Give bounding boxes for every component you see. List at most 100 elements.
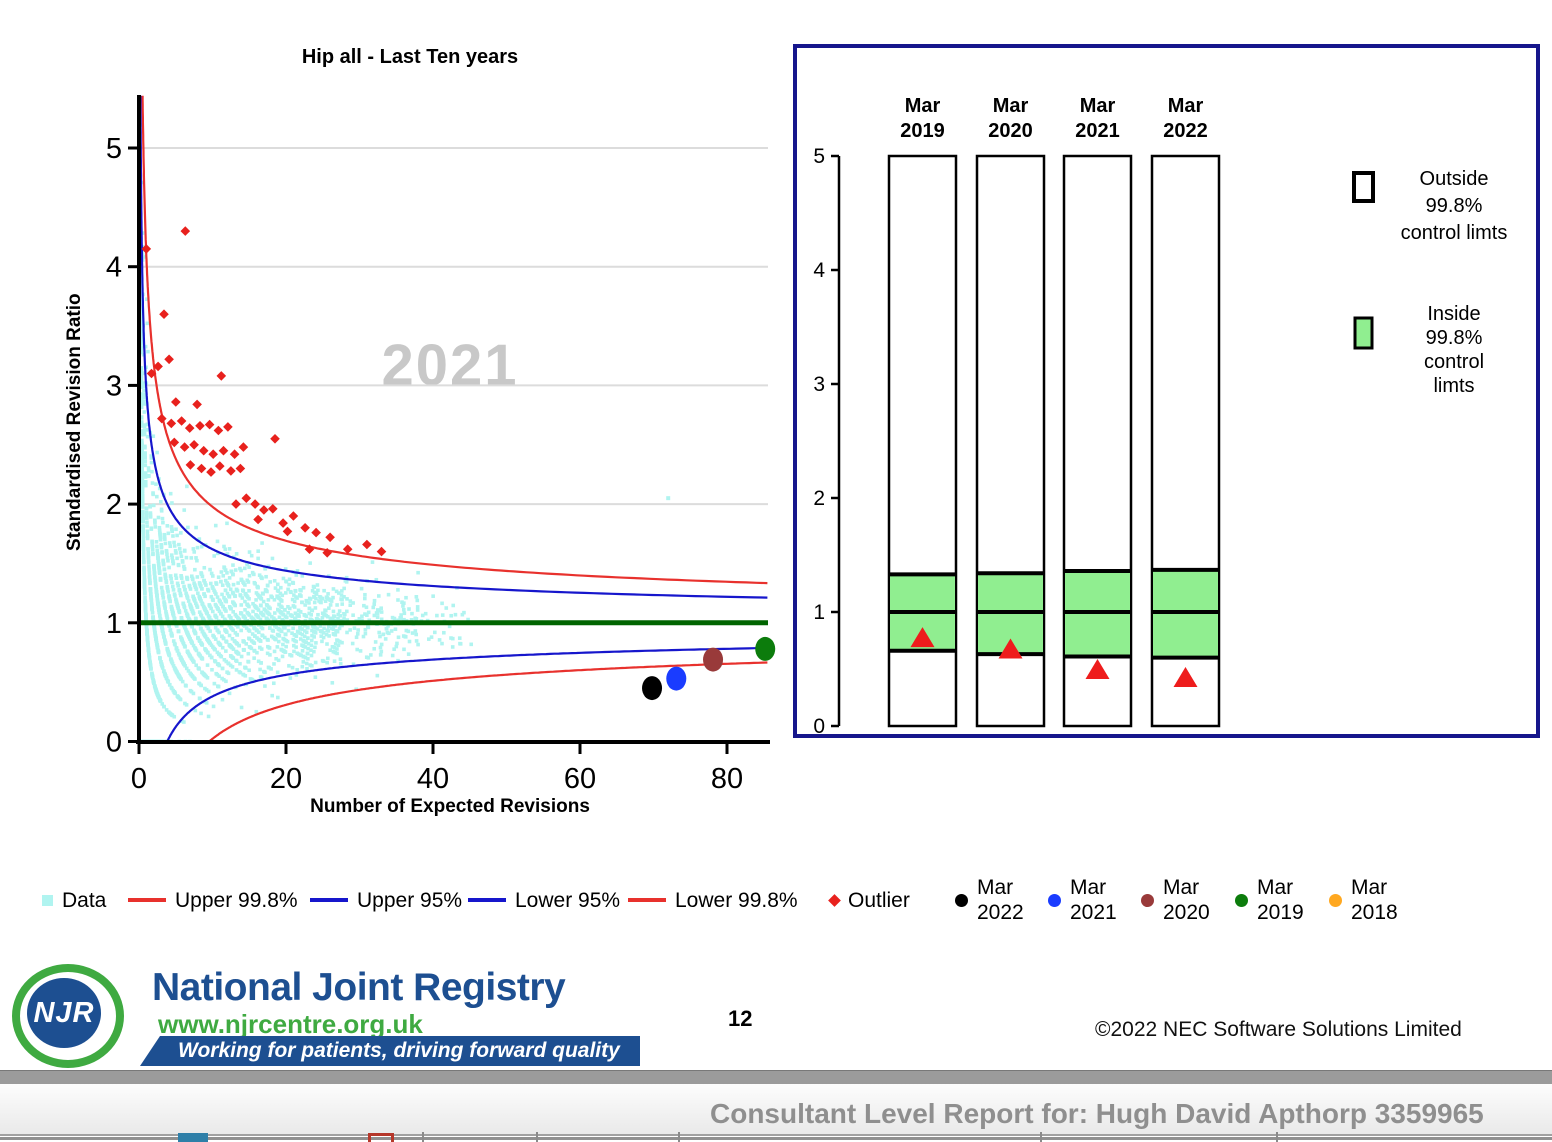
year-point-mar-2020 bbox=[703, 647, 724, 672]
legend-item-mar2022: Mar 2022 bbox=[955, 872, 1024, 928]
page-number: 12 bbox=[728, 1006, 753, 1031]
dot-swatch bbox=[955, 893, 968, 907]
njr-logo-title: National Joint Registry bbox=[152, 966, 566, 1009]
curve-upper95 bbox=[139, 95, 768, 599]
axes: 0 1 2 3 4 5 0 20 40 60 80 bbox=[106, 95, 770, 795]
svg-text:Inside: Inside bbox=[1427, 303, 1480, 325]
legend-item-upper95: Upper 95% bbox=[310, 872, 462, 928]
cutoff-tick bbox=[422, 1132, 424, 1142]
njr-logo-circle: NJR bbox=[27, 978, 101, 1048]
legend-label: Upper 95% bbox=[357, 888, 463, 912]
cutoff-tick bbox=[678, 1132, 680, 1142]
svg-text:3: 3 bbox=[106, 370, 122, 402]
legend-item-upper998: Upper 99.8% bbox=[128, 872, 298, 928]
year-point-mar-2022 bbox=[642, 676, 663, 701]
svg-text:80: 80 bbox=[711, 763, 743, 795]
svg-text:2019: 2019 bbox=[900, 120, 945, 142]
cutoff-tick bbox=[536, 1132, 538, 1142]
legend-label: Upper 99.8% bbox=[175, 888, 298, 912]
legend-label: Data bbox=[62, 888, 107, 912]
svg-text:2022: 2022 bbox=[1163, 120, 1208, 142]
njr-logo-banner: Working for patients, driving forward qu… bbox=[140, 1036, 640, 1066]
footer-separator-bar bbox=[0, 1070, 1552, 1084]
legend-label: Mar 2018 bbox=[1351, 876, 1398, 924]
legend-label: Mar 2022 bbox=[977, 876, 1024, 924]
cutoff-red-stub bbox=[368, 1133, 394, 1142]
svg-text:2020: 2020 bbox=[988, 120, 1033, 142]
svg-text:0: 0 bbox=[131, 763, 147, 795]
svg-text:20: 20 bbox=[270, 763, 302, 795]
dot-swatch bbox=[1235, 893, 1248, 907]
cutoff-blue-stub bbox=[178, 1133, 208, 1142]
svg-text:control limts: control limts bbox=[1401, 222, 1508, 244]
consultant-marker bbox=[998, 638, 1023, 659]
control-bar-mar-2022: Mar 2022 bbox=[1150, 95, 1221, 728]
data-point bbox=[666, 496, 671, 501]
njr-logo-url: www.njrcentre.org.uk bbox=[158, 1009, 423, 1039]
svg-text:3: 3 bbox=[813, 373, 825, 396]
legend-label: Mar 2021 bbox=[1070, 876, 1117, 924]
svg-text:1: 1 bbox=[106, 608, 122, 640]
svg-text:Mar: Mar bbox=[1168, 95, 1204, 117]
copyright-text: ©2022 NEC Software Solutions Limited bbox=[1095, 1018, 1462, 1041]
chart-legend: Data Upper 99.8% Upper 95% Lower 95% Lower 9… bbox=[0, 872, 1552, 930]
curve-upper998 bbox=[141, 95, 768, 585]
line-swatch bbox=[128, 898, 166, 902]
bars-axis: 0 1 2 3 4 5 bbox=[813, 145, 841, 738]
svg-text:60: 60 bbox=[564, 763, 596, 795]
control-bar-mar-2021: Mar 2021 bbox=[1062, 95, 1133, 728]
consultant-marker bbox=[910, 627, 935, 648]
svg-text:0: 0 bbox=[813, 715, 825, 734]
legend-item-mar2020: Mar 2020 bbox=[1141, 872, 1210, 928]
legend-label: Mar 2020 bbox=[1163, 876, 1210, 924]
svg-text:2: 2 bbox=[106, 489, 122, 521]
control-limit-curves bbox=[139, 95, 768, 743]
funnel-chart-title: Hip all - Last Ten years bbox=[301, 46, 519, 68]
line-swatch bbox=[628, 898, 666, 902]
line-swatch bbox=[310, 898, 348, 902]
line-swatch bbox=[468, 898, 506, 902]
control-bar-mar-2020: Mar 2020 bbox=[975, 95, 1046, 728]
cutoff-tick bbox=[1276, 1132, 1278, 1142]
watermark-year: 2021 bbox=[381, 333, 519, 398]
svg-text:4: 4 bbox=[813, 259, 825, 282]
njr-logo-acronym: NJR bbox=[33, 996, 95, 1029]
legend-label: Outlier bbox=[848, 888, 910, 912]
svg-text:99.8%: 99.8% bbox=[1426, 327, 1483, 349]
dot-swatch bbox=[1141, 893, 1154, 907]
svg-text:1: 1 bbox=[813, 601, 825, 624]
dot-swatch bbox=[1048, 893, 1061, 907]
svg-text:Mar: Mar bbox=[905, 95, 941, 117]
curve-lower95 bbox=[166, 646, 768, 742]
svg-text:40: 40 bbox=[417, 763, 449, 795]
njr-logo: NJR bbox=[12, 964, 124, 1068]
inside-limits-swatch bbox=[1353, 316, 1374, 350]
svg-text:5: 5 bbox=[813, 145, 825, 168]
outlier-points bbox=[141, 226, 387, 558]
consultant-marker bbox=[1085, 659, 1110, 679]
control-bar-mar-2019: Mar 2019 bbox=[887, 95, 958, 728]
svg-text:Mar: Mar bbox=[1080, 95, 1116, 117]
legend-item-mar2019: Mar 2019 bbox=[1235, 872, 1304, 928]
control-limits-panel: 0 1 2 3 4 5 Mar 2019 Mar 2020 Mar 2021 Mar 2022 Outsid… bbox=[793, 44, 1540, 738]
funnel-y-axis-label: Standardised Revision Ratio bbox=[64, 293, 85, 552]
svg-text:control: control bbox=[1424, 351, 1484, 373]
svg-text:5: 5 bbox=[106, 133, 122, 165]
outside-limits-swatch bbox=[1352, 171, 1375, 203]
legend-item-mar2021: Mar 2021 bbox=[1048, 872, 1117, 928]
year-point-mar-2021 bbox=[666, 666, 687, 691]
svg-text:Outside: Outside bbox=[1420, 168, 1489, 190]
consultant-year-points bbox=[642, 636, 776, 701]
gridlines bbox=[139, 147, 768, 624]
svg-text:99.8%: 99.8% bbox=[1426, 195, 1483, 217]
consultant-marker bbox=[1173, 666, 1198, 687]
svg-text:limts: limts bbox=[1433, 375, 1474, 397]
funnel-x-axis-label: Number of Expected Revisions bbox=[310, 796, 590, 817]
report-footer-title: Consultant Level Report for: Hugh David … bbox=[710, 1098, 1484, 1129]
control-limit-bars-chart: 0 1 2 3 4 5 Mar 2019 Mar 2020 Mar 2021 Mar 2022 Outsid… bbox=[813, 95, 1508, 738]
legend-label: Mar 2019 bbox=[1257, 876, 1304, 924]
svg-text:2021: 2021 bbox=[1075, 120, 1120, 142]
cutoff-tick bbox=[1040, 1132, 1042, 1142]
legend-item-lower998: Lower 99.8% bbox=[628, 872, 798, 928]
